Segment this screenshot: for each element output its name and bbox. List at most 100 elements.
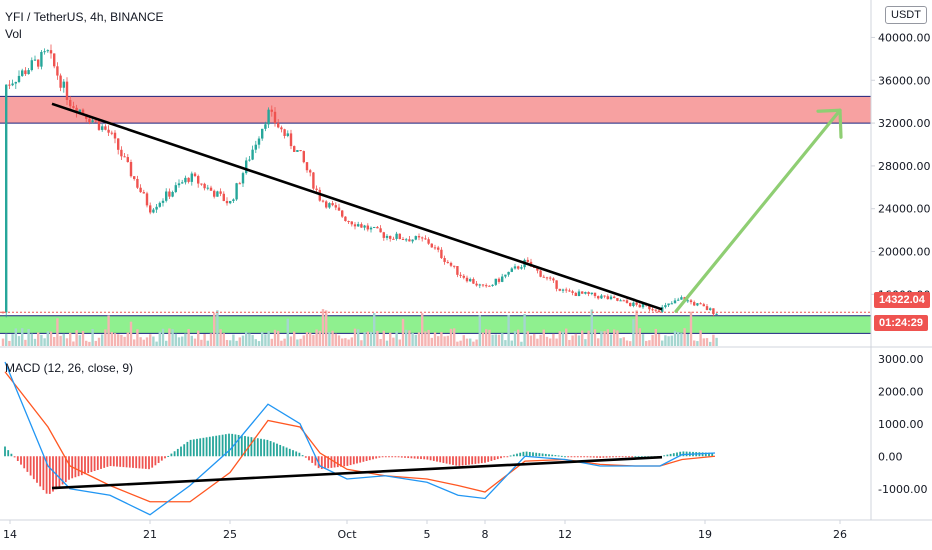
candle	[699, 302, 702, 305]
time-tick-label: 12	[558, 528, 572, 541]
volume-bar	[337, 335, 341, 346]
volume-bar	[373, 313, 376, 346]
macd-histogram-bar	[452, 456, 454, 465]
macd-histogram-bar	[288, 448, 291, 457]
macd-histogram-bar	[365, 456, 368, 461]
macd-histogram-bar	[212, 436, 214, 457]
candle	[501, 273, 504, 283]
price-tick-label: 20000.00	[878, 246, 931, 259]
volume-bar	[363, 332, 366, 346]
macd-histogram-bar	[682, 451, 685, 457]
projection-arrow[interactable]	[674, 108, 843, 313]
macd-histogram-bar	[84, 456, 86, 475]
candle	[305, 162, 309, 173]
candle	[309, 168, 312, 177]
candle	[462, 274, 465, 280]
macd-histogram-bar	[701, 452, 704, 457]
macd-histogram-bar	[576, 456, 579, 458]
volume-bar	[635, 310, 638, 346]
candle	[328, 202, 331, 209]
candle	[273, 107, 277, 127]
candle	[40, 49, 43, 70]
macd-signal-line	[4, 371, 716, 503]
candle	[296, 149, 299, 153]
time-tick-label: 8	[482, 528, 489, 541]
candle	[161, 198, 165, 207]
macd-histogram-bar	[260, 438, 262, 457]
volume-bar	[187, 329, 190, 346]
candle	[667, 303, 670, 308]
volume-bar	[145, 337, 149, 346]
macd-tick-label: 2000.00	[878, 385, 924, 398]
candle	[373, 226, 376, 229]
currency-badge[interactable]: USDT	[885, 6, 927, 24]
volume-bar	[369, 331, 373, 346]
volume-bar	[181, 336, 184, 346]
volume-bar	[517, 329, 520, 346]
macd-histogram-bar	[160, 456, 163, 461]
candle	[337, 203, 341, 211]
volume-bar	[427, 329, 430, 346]
volume-bar	[251, 335, 254, 346]
volume-bar	[174, 333, 177, 346]
candle	[270, 105, 273, 117]
volume-bar	[277, 330, 280, 346]
macd-histogram-bar	[548, 454, 550, 457]
candle	[629, 302, 632, 307]
macd-histogram-bar	[314, 456, 317, 466]
macd-histogram-bar	[224, 434, 227, 457]
candle	[69, 96, 72, 111]
candle	[254, 140, 257, 154]
macd-histogram-bar	[330, 456, 333, 468]
candle	[334, 202, 337, 211]
candle	[469, 277, 472, 282]
price-tick-label: 24000.00	[878, 203, 931, 216]
candle	[702, 302, 705, 307]
volume-bar	[117, 334, 120, 346]
candle	[485, 283, 488, 288]
macd-histogram-bar	[404, 456, 406, 458]
candle	[325, 200, 328, 209]
candle	[539, 269, 542, 278]
candle	[597, 295, 600, 300]
macd-histogram-bar	[20, 456, 22, 465]
volume-bar	[568, 339, 571, 346]
volume-bar	[529, 335, 533, 346]
candle	[184, 175, 187, 185]
candle	[715, 313, 718, 316]
volume-bar	[603, 331, 606, 346]
volume-bar	[472, 341, 475, 346]
volume-bar	[161, 328, 165, 346]
candle	[590, 292, 593, 296]
macd-uptrend-line[interactable]	[51, 455, 663, 490]
volume-bar	[155, 341, 158, 346]
macd-histogram-bar	[32, 456, 35, 480]
macd-histogram-bar	[93, 456, 96, 472]
price-downtrend-line[interactable]	[51, 102, 663, 311]
candle	[456, 265, 459, 278]
macd-histogram-bar	[349, 456, 352, 466]
macd-histogram-bar	[68, 456, 70, 480]
volume-bar	[357, 329, 360, 346]
macd-histogram-bar	[304, 456, 307, 458]
macd-histogram-bar	[519, 452, 522, 457]
macd-histogram-bar	[368, 456, 371, 461]
candle	[545, 276, 549, 281]
time-tick-label: 14	[3, 528, 17, 541]
volume-bar	[677, 331, 680, 346]
candle	[709, 307, 712, 311]
macd-histogram-bar	[26, 456, 29, 472]
resistance-zone[interactable]	[0, 96, 871, 124]
candle	[46, 49, 49, 53]
candle	[65, 77, 69, 105]
candle	[414, 235, 417, 241]
candle	[382, 231, 385, 241]
volume-bar	[497, 334, 501, 346]
candle	[17, 70, 21, 84]
volume-bar	[75, 330, 78, 346]
macd-histogram-bar	[55, 456, 58, 490]
volume-bar	[27, 329, 30, 346]
volume-bar	[17, 336, 21, 346]
volume-bar	[382, 330, 385, 346]
